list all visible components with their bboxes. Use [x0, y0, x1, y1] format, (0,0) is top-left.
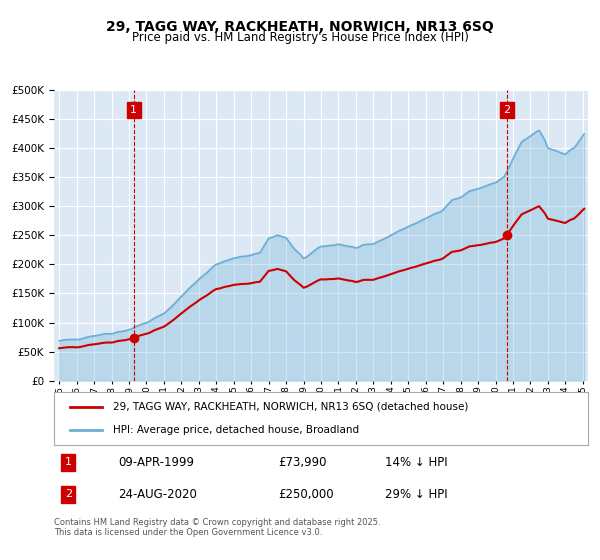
Text: 14% ↓ HPI: 14% ↓ HPI [385, 456, 448, 469]
Text: Contains HM Land Registry data © Crown copyright and database right 2025.
This d: Contains HM Land Registry data © Crown c… [54, 518, 380, 538]
Text: 29, TAGG WAY, RACKHEATH, NORWICH, NR13 6SQ (detached house): 29, TAGG WAY, RACKHEATH, NORWICH, NR13 6… [113, 402, 468, 412]
Text: Price paid vs. HM Land Registry's House Price Index (HPI): Price paid vs. HM Land Registry's House … [131, 31, 469, 44]
Text: HPI: Average price, detached house, Broadland: HPI: Average price, detached house, Broa… [113, 425, 359, 435]
Text: 24-AUG-2020: 24-AUG-2020 [118, 488, 197, 501]
Text: 2: 2 [503, 105, 510, 115]
Text: £73,990: £73,990 [278, 456, 327, 469]
Text: 1: 1 [65, 457, 71, 467]
Text: 29, TAGG WAY, RACKHEATH, NORWICH, NR13 6SQ: 29, TAGG WAY, RACKHEATH, NORWICH, NR13 6… [106, 20, 494, 34]
Text: 09-APR-1999: 09-APR-1999 [118, 456, 194, 469]
Text: £250,000: £250,000 [278, 488, 334, 501]
Text: 29% ↓ HPI: 29% ↓ HPI [385, 488, 448, 501]
Text: 1: 1 [130, 105, 137, 115]
Text: 2: 2 [65, 489, 72, 500]
